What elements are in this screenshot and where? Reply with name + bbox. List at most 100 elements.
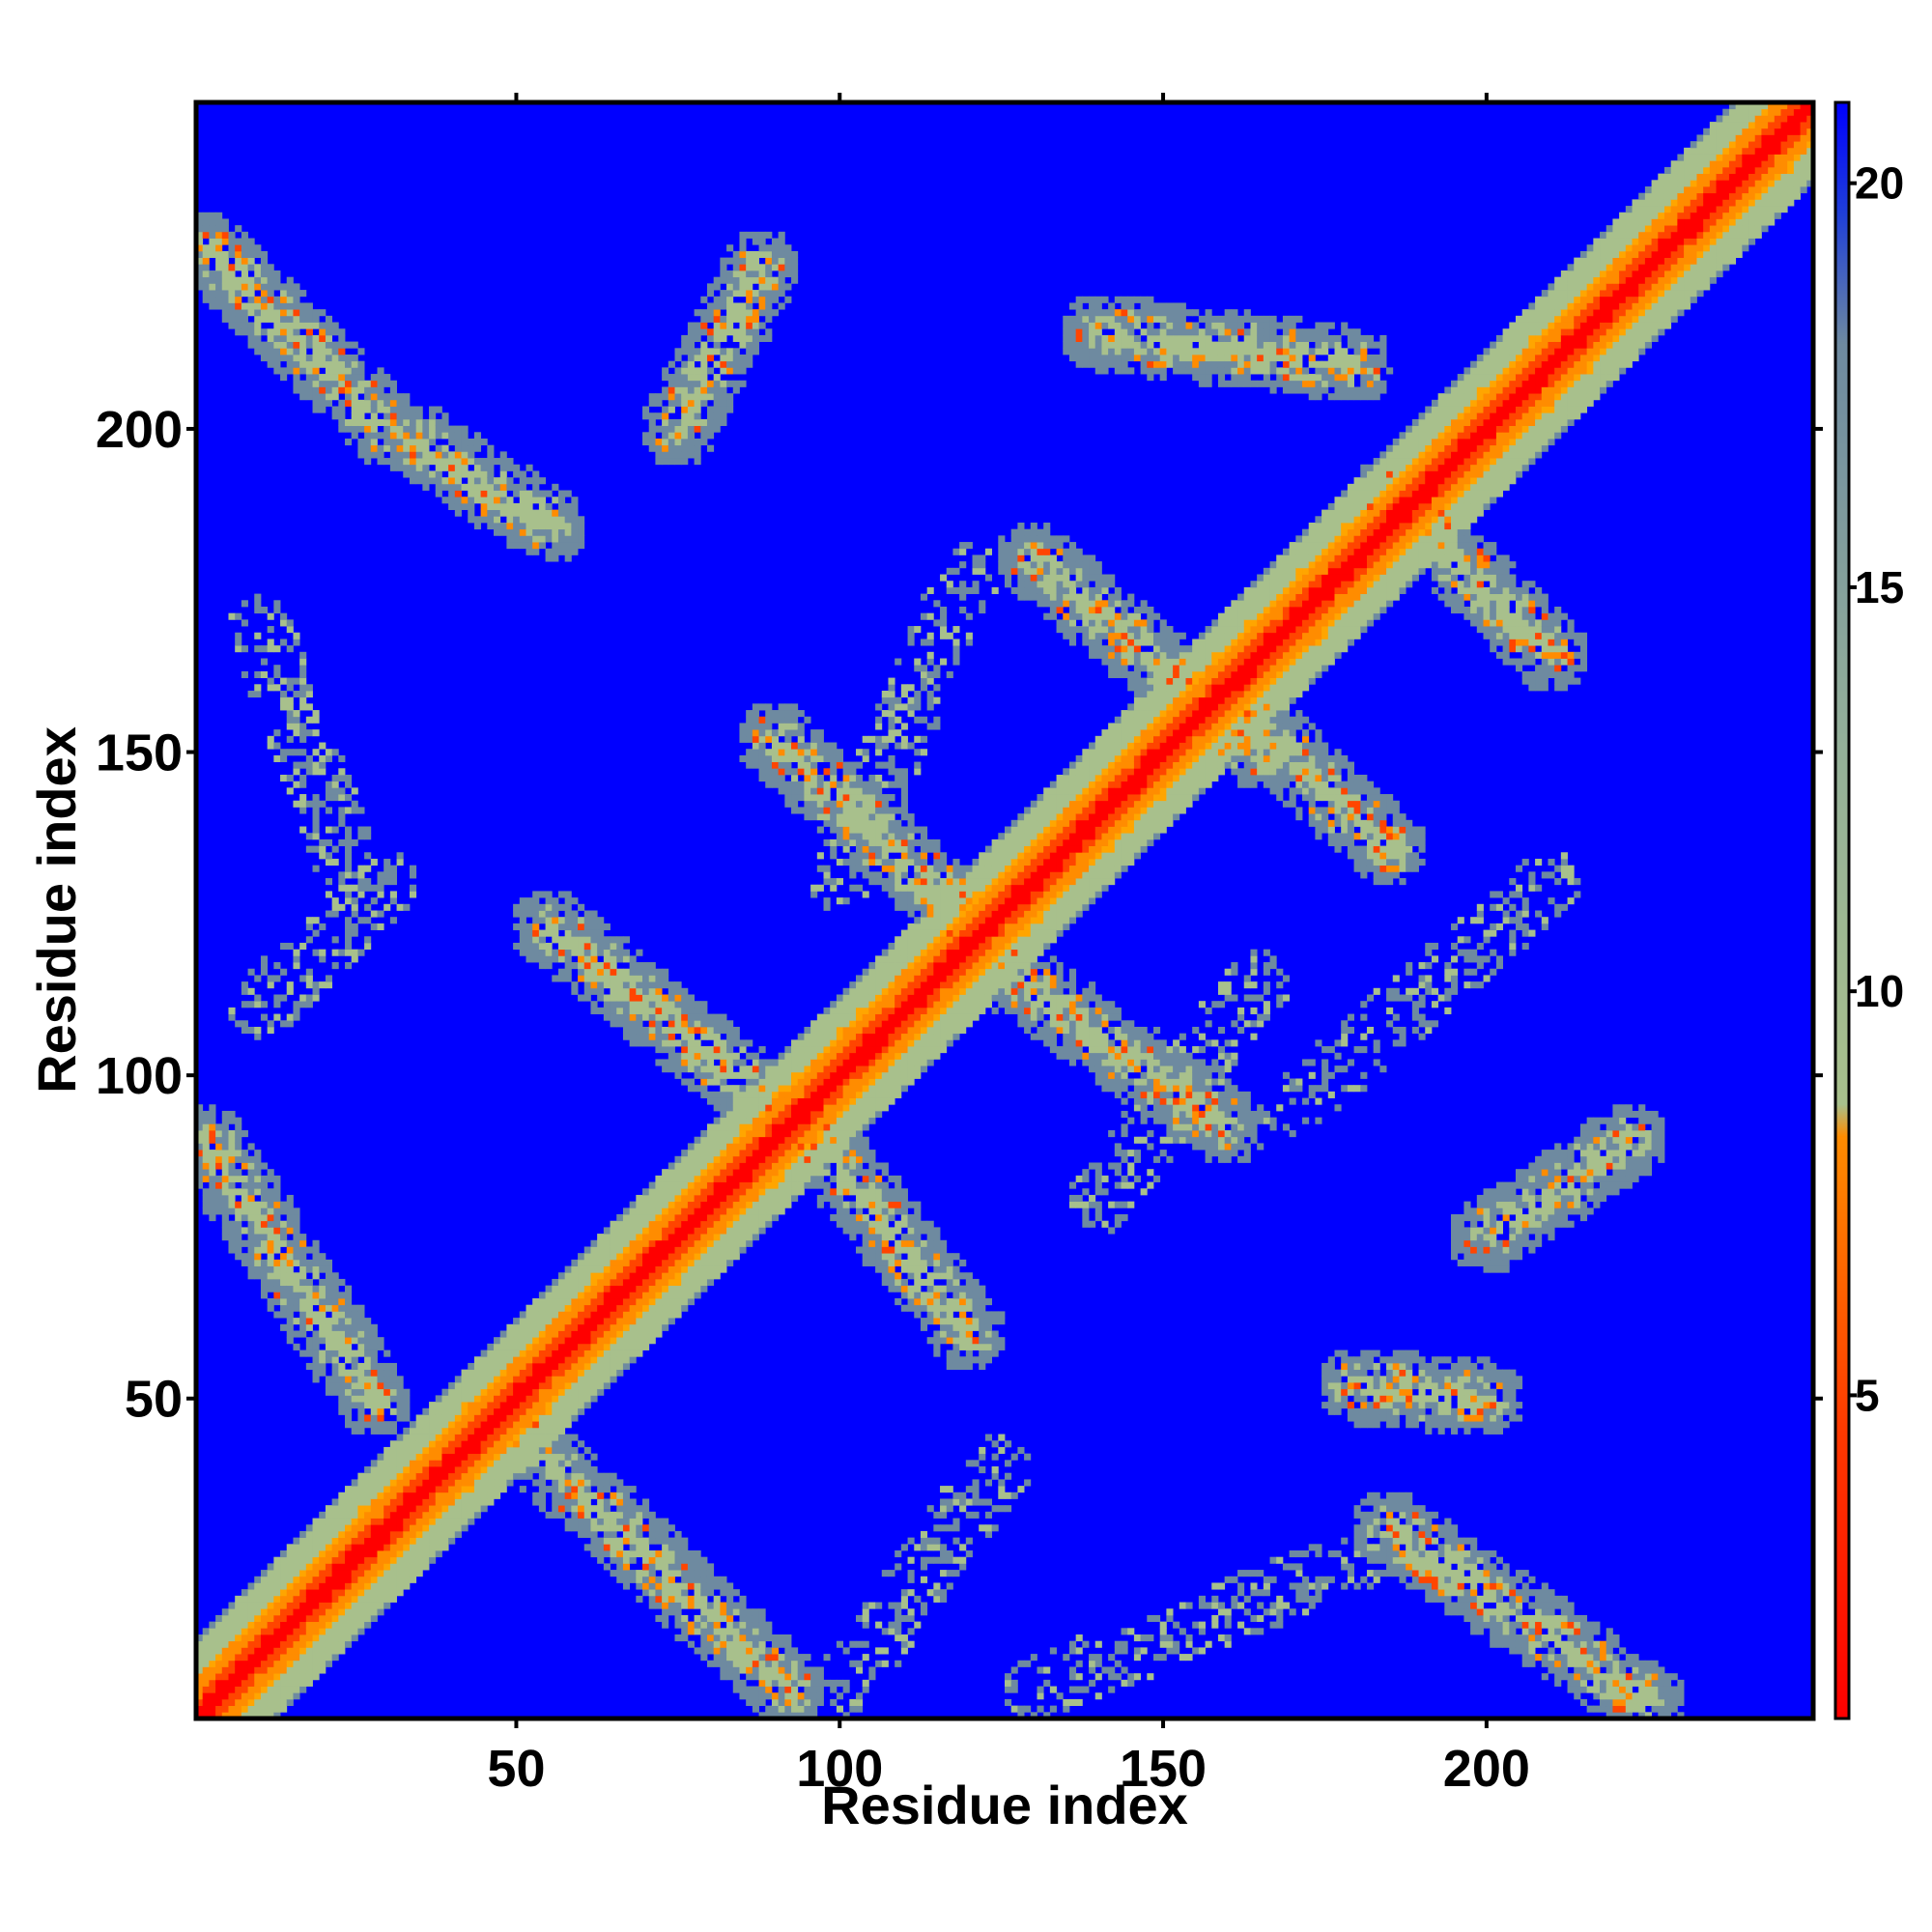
heatmap-cell: [720, 1628, 727, 1635]
heatmap-cell: [415, 1563, 423, 1571]
heatmap-cell: [409, 464, 417, 471]
heatmap-cell: [241, 231, 248, 239]
heatmap-cell: [726, 1201, 734, 1208]
heatmap-cell: [622, 1498, 631, 1506]
heatmap-cell: [364, 393, 372, 401]
heatmap-cell: [247, 302, 255, 310]
heatmap-cell: [564, 548, 572, 555]
heatmap-cell: [280, 1595, 288, 1603]
heatmap-cell: [370, 1537, 378, 1545]
heatmap-cell: [351, 838, 358, 846]
heatmap-cell: [319, 1666, 327, 1674]
heatmap-cell: [319, 341, 327, 349]
heatmap-cell: [752, 1660, 759, 1667]
heatmap-cell: [687, 393, 695, 401]
heatmap-cell: [305, 1350, 313, 1357]
heatmap-cell: [564, 1434, 572, 1441]
heatmap-cell: [305, 975, 313, 982]
heatmap-cell: [305, 917, 313, 924]
heatmap-cell: [746, 1175, 753, 1182]
heatmap-cell: [583, 942, 591, 951]
heatmap-cell: [454, 1382, 462, 1390]
heatmap-cell: [578, 1311, 585, 1319]
heatmap-cell: [642, 1498, 650, 1506]
heatmap-cell: [494, 1414, 501, 1422]
heatmap-cell: [221, 1117, 229, 1124]
heatmap-cell: [286, 1208, 294, 1215]
heatmap-cell: [583, 1278, 591, 1287]
heatmap-cell: [694, 334, 701, 342]
heatmap-cell: [700, 348, 708, 355]
heatmap-cell: [357, 1479, 365, 1487]
heatmap-cell: [603, 1362, 611, 1371]
heatmap-cell: [351, 1608, 358, 1616]
heatmap-cell: [752, 1059, 759, 1066]
heatmap-cell: [389, 1427, 397, 1435]
heatmap-cell: [235, 632, 242, 639]
heatmap-cell: [597, 1234, 605, 1241]
heatmap-cell: [681, 341, 689, 349]
heatmap-cell: [726, 1175, 734, 1182]
heatmap-cell: [286, 749, 294, 756]
heatmap-cell: [202, 1169, 210, 1177]
heatmap-cell: [305, 800, 313, 808]
heatmap-cell: [578, 1259, 585, 1266]
heatmap-cell: [247, 1602, 255, 1609]
heatmap-cell: [286, 1194, 294, 1203]
heatmap-cell: [221, 1227, 229, 1235]
heatmap-cell: [519, 1427, 526, 1435]
heatmap-cell: [247, 1201, 255, 1208]
heatmap-cell: [519, 1434, 526, 1441]
heatmap-cell: [202, 1194, 210, 1203]
heatmap-cell: [726, 1239, 734, 1247]
heatmap-cell: [299, 315, 307, 323]
heatmap-cell: [739, 1065, 747, 1073]
heatmap-cell: [293, 386, 300, 394]
heatmap-cell: [668, 418, 675, 426]
heatmap-cell: [435, 1505, 442, 1513]
heatmap-cell: [305, 1647, 313, 1655]
heatmap-cell: [345, 1330, 353, 1338]
heatmap-cell: [557, 1376, 566, 1383]
heatmap-cell: [694, 1071, 701, 1079]
heatmap-cell: [597, 1304, 605, 1312]
heatmap-cell: [235, 1155, 242, 1163]
heatmap-cell: [377, 1576, 384, 1583]
heatmap-cell: [273, 302, 281, 310]
heatmap-cell: [241, 290, 248, 298]
heatmap-cell: [396, 451, 404, 459]
heatmap-cell: [331, 1582, 339, 1590]
heatmap-cell: [532, 917, 540, 924]
heatmap-cell: [648, 1304, 656, 1312]
heatmap-cell: [583, 1356, 591, 1364]
heatmap-cell: [415, 1421, 423, 1429]
heatmap-cell: [616, 936, 624, 944]
heatmap-cell: [473, 1498, 482, 1506]
heatmap-cell: [273, 962, 281, 970]
heatmap-cell: [668, 444, 675, 452]
heatmap-cell: [668, 994, 675, 1002]
heatmap-cell: [706, 444, 715, 452]
heatmap-cell: [564, 1402, 572, 1409]
heatmap-cell: [700, 380, 708, 387]
heatmap-cell: [319, 1337, 327, 1345]
heatmap-cell: [299, 1654, 307, 1662]
heatmap-cell: [538, 1298, 546, 1306]
heatmap-cell: [209, 244, 216, 252]
heatmap-cell: [370, 412, 378, 420]
heatmap-cell: [720, 270, 727, 278]
heatmap-cell: [706, 1020, 715, 1028]
heatmap-cell: [454, 1460, 462, 1467]
heatmap-cell: [564, 1362, 572, 1371]
heatmap-cell: [345, 367, 353, 375]
heatmap-cell: [221, 1169, 229, 1177]
heatmap-cell: [526, 502, 533, 510]
heatmap-cell: [196, 1169, 204, 1177]
heatmap-cell: [202, 1110, 210, 1119]
heatmap-cell: [564, 1518, 572, 1525]
heatmap-cell: [345, 1518, 353, 1525]
heatmap-cell: [286, 1318, 294, 1325]
heatmap-cell: [545, 1318, 553, 1325]
heatmap-cell: [299, 1259, 307, 1266]
heatmap-cell: [293, 1621, 300, 1629]
